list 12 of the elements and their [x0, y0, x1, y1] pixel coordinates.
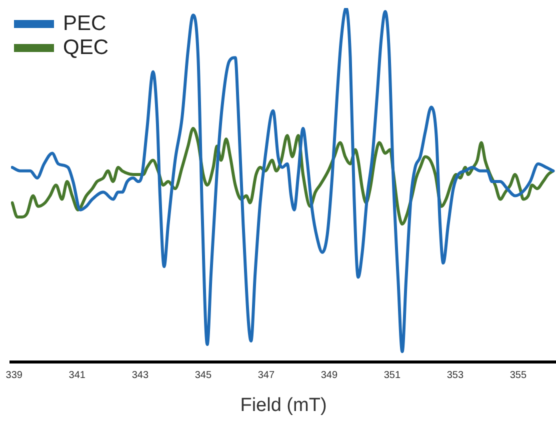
x-tick-label: 353 [446, 370, 464, 381]
x-axis-title: Field (mT) [240, 394, 327, 416]
legend-label: QEC [63, 36, 109, 60]
x-tick-label: 351 [384, 370, 401, 381]
x-tick-label: 345 [194, 370, 212, 381]
x-tick-label: 339 [6, 370, 23, 381]
x-tick-label: 341 [68, 370, 86, 381]
x-tick-label: 347 [258, 370, 275, 381]
x-tick-label: 349 [320, 370, 338, 381]
x-tick-label: 343 [132, 370, 149, 381]
legend-label: PEC [63, 12, 106, 36]
x-tick-label: 355 [510, 370, 527, 381]
